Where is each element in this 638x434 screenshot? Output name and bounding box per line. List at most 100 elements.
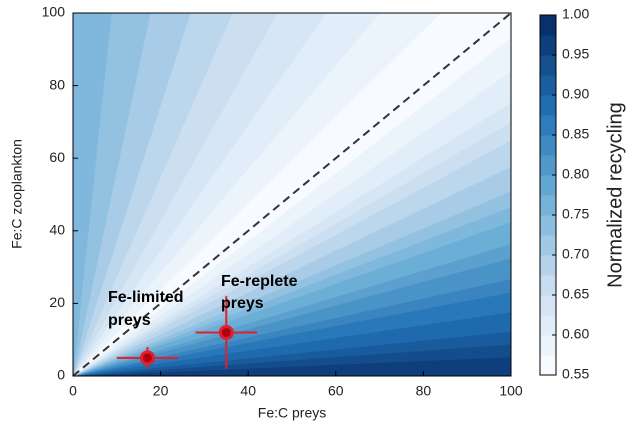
y-tick-label: 20 bbox=[49, 294, 65, 310]
contour-band bbox=[73, 13, 175, 376]
x-axis-label: Fe:C preys bbox=[258, 405, 326, 421]
contour-band bbox=[73, 13, 369, 376]
x-tick-label: 0 bbox=[69, 383, 77, 399]
colorbar-band bbox=[540, 315, 556, 336]
colorbar-band bbox=[540, 235, 556, 256]
contour-band bbox=[73, 13, 81, 376]
colorbar-tick-label: 0.65 bbox=[562, 286, 589, 302]
contour-band bbox=[73, 13, 381, 376]
contour-band bbox=[73, 13, 120, 376]
contour-band bbox=[73, 13, 225, 376]
contour-band bbox=[73, 13, 269, 376]
contour-band bbox=[73, 13, 297, 376]
contour-band bbox=[73, 13, 497, 376]
contour-band bbox=[73, 13, 251, 376]
x-tick-label: 20 bbox=[153, 383, 169, 399]
contour-band bbox=[73, 13, 455, 376]
x-tick-label: 60 bbox=[328, 383, 344, 399]
contour-band bbox=[73, 13, 97, 376]
colorbar-band bbox=[540, 355, 556, 376]
contour-band bbox=[73, 13, 278, 376]
contour-band bbox=[73, 13, 89, 376]
contour-band bbox=[73, 13, 183, 376]
contour-band bbox=[73, 13, 307, 376]
plot-layer: 0 20 40 60 80 100 0 20 40 60 80 100 bbox=[42, 4, 523, 399]
colorbar-tick-label: 0.85 bbox=[562, 126, 589, 142]
contour-band bbox=[73, 13, 167, 376]
contour-band bbox=[73, 13, 441, 376]
contour-band bbox=[73, 13, 511, 376]
contour-band bbox=[73, 13, 287, 376]
colorbar-band bbox=[540, 155, 556, 176]
contour-band bbox=[73, 13, 191, 376]
colorbar-band bbox=[540, 135, 556, 156]
colorbar-band bbox=[540, 95, 556, 116]
colorbar-band bbox=[540, 75, 556, 96]
contour-band bbox=[73, 13, 317, 376]
contour-band bbox=[73, 13, 104, 376]
annotation: preys bbox=[108, 312, 151, 329]
colorbar-band bbox=[540, 175, 556, 196]
contour-band bbox=[73, 13, 358, 376]
x-tick-label: 100 bbox=[499, 383, 523, 399]
contour-band bbox=[73, 13, 159, 376]
contour-band bbox=[73, 13, 260, 376]
y-tick-label: 0 bbox=[57, 367, 65, 383]
contour-band bbox=[73, 13, 112, 376]
x-tick-label: 80 bbox=[416, 383, 432, 399]
contour-band bbox=[73, 13, 482, 376]
contour-band bbox=[73, 13, 143, 376]
contour-field bbox=[73, 13, 511, 376]
contour-band bbox=[73, 13, 199, 376]
contour-band bbox=[73, 13, 216, 376]
colorbar-band bbox=[540, 195, 556, 216]
y-axis-label: Fe:C zooplankton bbox=[9, 139, 25, 249]
contour-band bbox=[73, 13, 327, 376]
colorbar-band bbox=[540, 115, 556, 136]
colorbar-band bbox=[540, 55, 556, 76]
contour-band bbox=[73, 13, 208, 376]
contour-band bbox=[73, 13, 429, 376]
colorbar-tick-label: 0.75 bbox=[562, 206, 589, 222]
annotation: preys bbox=[221, 295, 264, 312]
contour-band bbox=[73, 13, 135, 376]
y-tick-label: 60 bbox=[49, 149, 65, 165]
contour-band bbox=[73, 13, 468, 376]
colorbar-band bbox=[540, 275, 556, 296]
annotation: Fe-limited bbox=[108, 289, 184, 306]
contour-band bbox=[73, 13, 233, 376]
plot-frame bbox=[72, 12, 512, 377]
colorbar-tick-label: 0.55 bbox=[562, 366, 589, 382]
colorbar-tick-label: 0.60 bbox=[562, 326, 589, 342]
colorbar-band bbox=[540, 35, 556, 56]
annotation: Fe-replete bbox=[221, 273, 298, 290]
colorbar-tick-label: 0.80 bbox=[562, 166, 589, 182]
colorbar-tick-label: 0.90 bbox=[562, 86, 589, 102]
contour-band bbox=[73, 13, 392, 376]
colorbar-band bbox=[540, 255, 556, 276]
colorbar-tick-label: 1.00 bbox=[562, 6, 589, 22]
x-tick-label: 40 bbox=[240, 383, 256, 399]
identity-line bbox=[72, 12, 512, 377]
colorbar-frame bbox=[539, 14, 557, 376]
colorbar-label: Normalized recycling bbox=[604, 102, 626, 288]
data-point bbox=[218, 324, 234, 340]
colorbar-tick-label: 0.95 bbox=[562, 46, 589, 62]
contour-band bbox=[73, 13, 404, 376]
colorbar-band bbox=[540, 15, 556, 36]
y-tick-label: 40 bbox=[49, 222, 65, 238]
contour-band bbox=[73, 13, 348, 376]
contour-band bbox=[73, 13, 151, 376]
colorbar-band bbox=[540, 295, 556, 316]
contour-band bbox=[73, 13, 337, 376]
colorbar-band bbox=[540, 215, 556, 236]
contour-band bbox=[73, 13, 416, 376]
y-tick-label: 80 bbox=[49, 76, 65, 92]
y-tick-label: 100 bbox=[42, 4, 66, 20]
colorbar-tick-label: 0.70 bbox=[562, 246, 589, 262]
colorbar-band bbox=[540, 335, 556, 356]
contour-band bbox=[73, 13, 128, 376]
contour-band bbox=[73, 13, 242, 376]
